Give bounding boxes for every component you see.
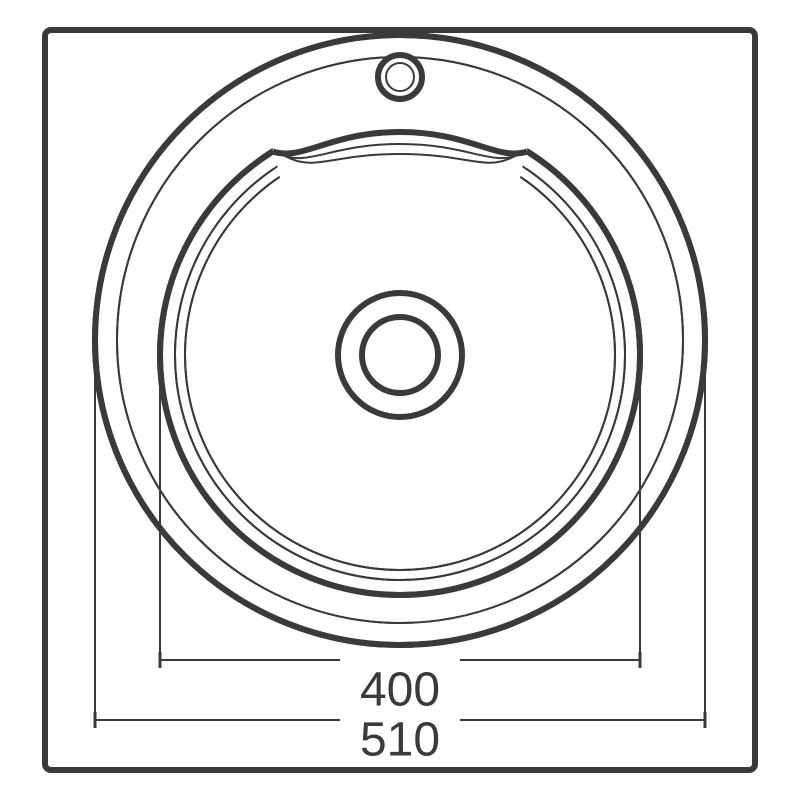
dim-inner-label: 400 bbox=[360, 664, 440, 717]
bowl-mid-arc bbox=[175, 166, 625, 580]
drain-outer bbox=[338, 293, 462, 417]
bowl-ring-1 bbox=[175, 130, 625, 580]
bowl-ring-2 bbox=[185, 140, 615, 570]
dim-outer-label: 510 bbox=[360, 714, 440, 767]
drain-inner bbox=[362, 317, 438, 393]
tap-hole-outer bbox=[378, 55, 422, 99]
sink-technical-drawing: 400510 bbox=[0, 0, 800, 800]
bowl-outer-arc bbox=[160, 151, 640, 595]
bowl-inner-arc bbox=[185, 177, 615, 570]
